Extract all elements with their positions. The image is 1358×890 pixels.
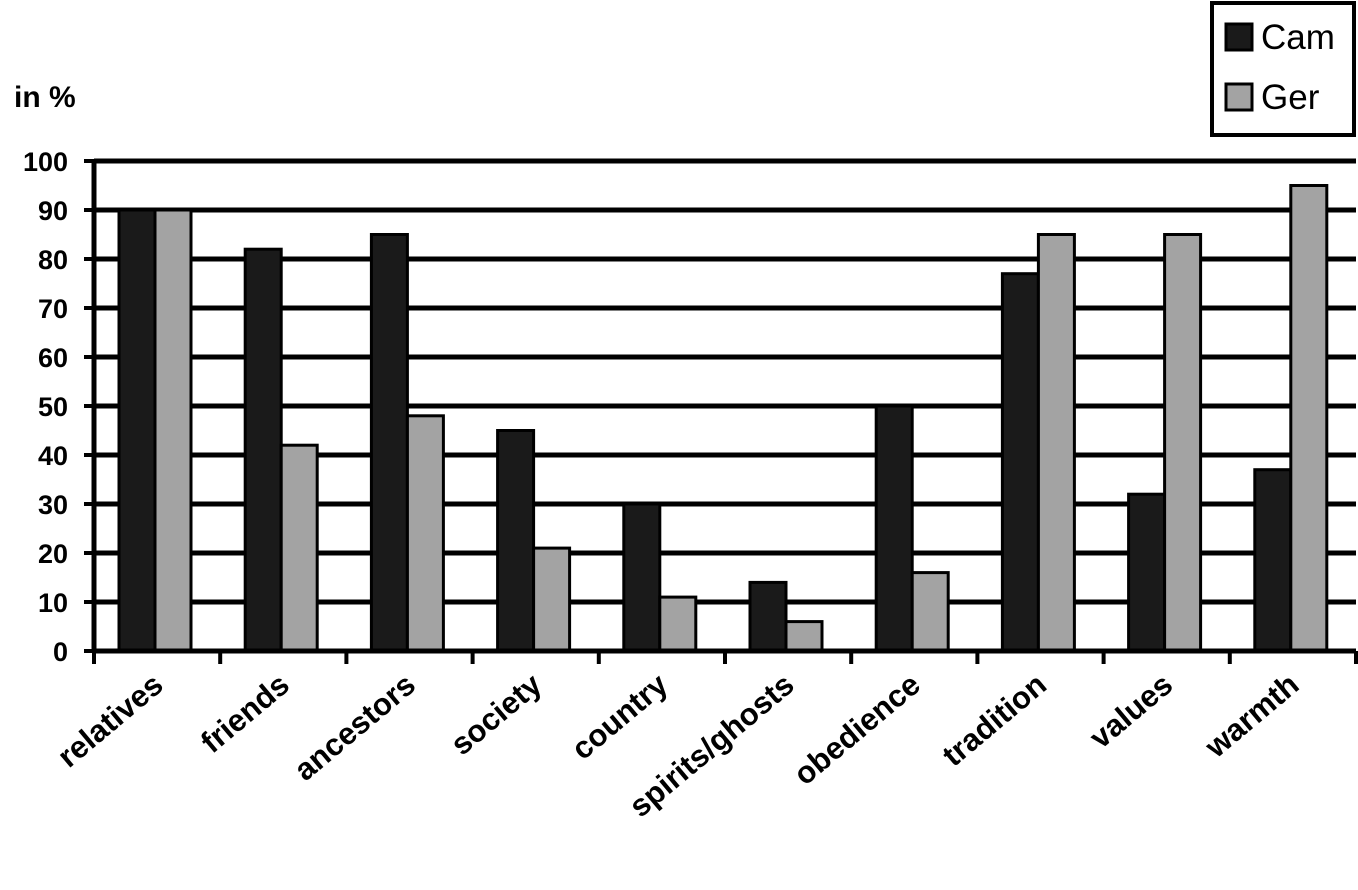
category-label: society xyxy=(444,666,549,762)
category-label: values xyxy=(1083,667,1179,756)
bar-cam-friends xyxy=(243,247,283,653)
category-label: relatives xyxy=(51,667,170,775)
bar-ger-ancestors xyxy=(405,414,445,653)
y-tick-label: 10 xyxy=(38,588,68,618)
bar-cam-relatives xyxy=(117,208,157,653)
bar-cam-tradition xyxy=(1000,272,1040,653)
bar-ger-spirits-ghosts xyxy=(784,620,824,653)
bar-cam-country xyxy=(622,502,662,653)
bar-cam-values xyxy=(1127,492,1167,653)
category-label: friends xyxy=(194,667,296,760)
category-label: obedience xyxy=(787,667,927,792)
legend-label-ger: Ger xyxy=(1261,78,1320,117)
y-tick-label: 60 xyxy=(38,343,68,373)
y-tick-labels: 0 10 20 30 40 50 60 70 80 90 100 xyxy=(23,147,68,667)
category-label: tradition xyxy=(936,667,1053,774)
y-tick-label: 0 xyxy=(53,637,68,667)
axes xyxy=(84,159,1358,664)
y-tick-label: 100 xyxy=(23,147,68,177)
y-tick-label: 70 xyxy=(38,294,68,324)
category-label: country xyxy=(565,666,675,766)
bars xyxy=(117,184,1329,653)
y-tick-label: 50 xyxy=(38,392,68,422)
y-tick-label: 20 xyxy=(38,539,68,569)
y-axis-label: in % xyxy=(14,81,76,114)
bar-cam-spirits-ghosts xyxy=(748,580,788,653)
bar-ger-society xyxy=(532,546,572,653)
legend-swatch-ger xyxy=(1224,82,1254,112)
bar-cam-ancestors xyxy=(369,233,409,653)
bar-ger-values xyxy=(1163,233,1203,653)
y-tick-label: 30 xyxy=(38,490,68,520)
y-tick-label: 90 xyxy=(38,196,68,226)
legend: Cam Ger xyxy=(1210,1,1356,137)
bar-ger-country xyxy=(658,595,698,653)
bar-ger-warmth xyxy=(1289,184,1329,653)
category-label: ancestors xyxy=(287,667,422,788)
legend-label-cam: Cam xyxy=(1261,18,1335,57)
bar-cam-warmth xyxy=(1253,468,1293,653)
y-tick-label: 80 xyxy=(38,245,68,275)
legend-swatch-cam xyxy=(1224,22,1254,52)
category-label: warmth xyxy=(1198,667,1306,765)
bar-ger-relatives xyxy=(153,208,193,653)
bar-cam-society xyxy=(496,429,536,653)
bar-ger-friends xyxy=(279,443,319,653)
bar-ger-tradition xyxy=(1036,233,1076,653)
y-tick-label: 40 xyxy=(38,441,68,471)
bar-cam-obedience xyxy=(874,404,914,653)
bar-ger-obedience xyxy=(910,571,950,653)
